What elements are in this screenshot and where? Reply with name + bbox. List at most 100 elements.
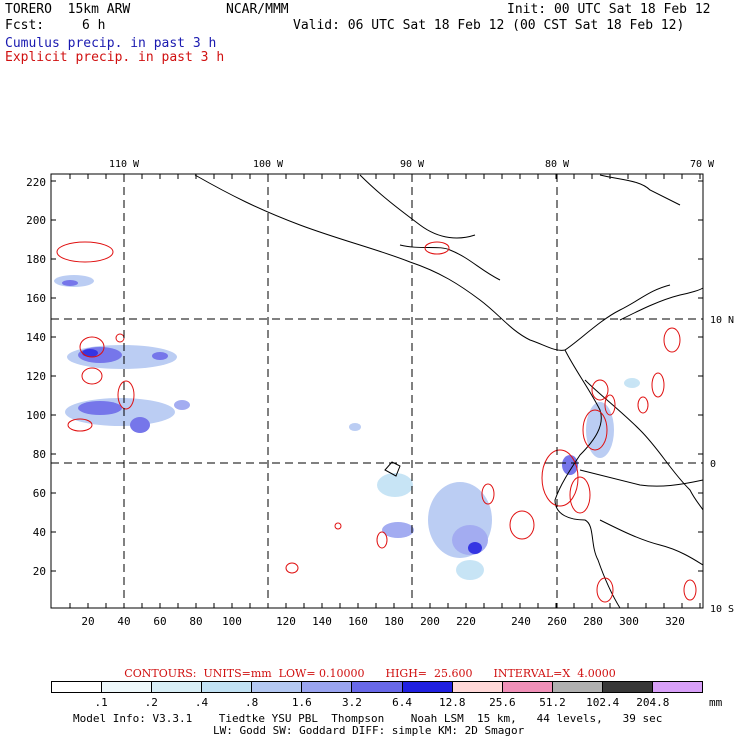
- x-axis-labels: 20 40 60 80 100 120 140 160 180 200 220 …: [81, 615, 685, 628]
- y-tick-label: 80: [33, 448, 46, 461]
- precip-contour: [376, 531, 388, 549]
- precip-contour: [509, 510, 535, 540]
- model-info-line-2: LW: Godd SW: Goddard DIFF: simple KM: 2D…: [213, 724, 525, 737]
- cumulus-area: [82, 349, 98, 357]
- coastline-caribbean: [599, 174, 681, 206]
- lon-label: 70 W: [690, 159, 715, 170]
- x-tick-label: 320: [665, 615, 685, 628]
- y-tick-label: 100: [26, 409, 46, 422]
- color-scale-label: 6.4: [392, 696, 412, 709]
- latitude-labels: 10 N 0 10 S: [710, 315, 734, 615]
- cumulus-precip-label: Cumulus precip. in past 3 h: [5, 36, 217, 51]
- cumulus-area: [382, 522, 414, 538]
- x-tick-label: 160: [348, 615, 368, 628]
- x-tick-label: 80: [189, 615, 202, 628]
- x-tick-label: 280: [583, 615, 603, 628]
- coastline-gulf: [359, 174, 476, 239]
- y-tick-label: 200: [26, 214, 46, 227]
- precip-contour: [582, 409, 608, 451]
- precip-contour: [591, 379, 609, 401]
- map-frame: [50, 173, 704, 609]
- coastline-panama: [564, 284, 671, 351]
- precip-contour: [117, 380, 135, 410]
- precip-contour: [481, 483, 495, 505]
- coastline-pacific: [194, 174, 566, 351]
- color-scale-swatch: [101, 682, 152, 692]
- cumulus-area: [377, 473, 413, 497]
- precip-contour: [604, 394, 616, 416]
- cumulus-area: [456, 560, 484, 580]
- y-tick-label: 120: [26, 370, 46, 383]
- model-title: TORERO 15km ARW: [5, 2, 131, 17]
- coastline-yucatan: [399, 244, 501, 281]
- lon-label: 80 W: [545, 159, 570, 170]
- color-scale-swatch: [551, 682, 602, 692]
- y-tick-label: 160: [26, 292, 46, 305]
- y-tick-label: 140: [26, 331, 46, 344]
- x-tick-label: 40: [117, 615, 130, 628]
- x-axis-ticks: [69, 174, 701, 608]
- precip-contour: [81, 367, 103, 385]
- color-scale-swatch: [651, 682, 703, 692]
- cumulus-area: [65, 398, 175, 426]
- cumulus-area: [174, 400, 190, 410]
- lat-label: 10 S: [710, 604, 734, 615]
- color-scale-label: .8: [244, 696, 259, 709]
- cumulus-area: [152, 352, 168, 360]
- precip-contour: [637, 396, 649, 414]
- x-tick-label: 260: [547, 615, 567, 628]
- coastline-south-america-west: [554, 349, 621, 609]
- color-scale-label: 3.2: [341, 696, 362, 709]
- color-scale-label: 51.2: [539, 696, 566, 709]
- color-scale-label: .2: [144, 696, 158, 709]
- cumulus-area: [130, 417, 150, 433]
- precip-contour: [541, 449, 579, 507]
- scale-unit: mm: [709, 696, 723, 709]
- color-scale-label: 12.8: [438, 696, 466, 709]
- lat-label: 10 N: [710, 315, 734, 326]
- color-scale-swatch: [501, 682, 552, 692]
- color-scale-swatch: [301, 682, 352, 692]
- color-scale-swatch: [601, 682, 652, 692]
- y-tick-label: 20: [33, 565, 46, 578]
- y-tick-label: 40: [33, 526, 46, 539]
- precip-contour: [663, 327, 681, 353]
- x-tick-label: 300: [619, 615, 639, 628]
- color-scale-label: 102.4: [586, 696, 620, 709]
- color-scale-swatch: [201, 682, 252, 692]
- model-info-line-1: Model Info: V3.3.1 Tiedtke YSU PBL Thomp…: [73, 712, 663, 725]
- coastline-south-america-north: [619, 287, 704, 321]
- precip-contour: [67, 418, 93, 432]
- precip-contour: [285, 562, 299, 574]
- lat-label: 0: [710, 459, 716, 470]
- precip-contour: [79, 336, 105, 358]
- cumulus-area: [78, 401, 122, 415]
- y-tick-label: 180: [26, 253, 46, 266]
- x-tick-label: 240: [511, 615, 531, 628]
- longitude-labels: 110 W 100 W 90 W 80 W 70 W: [109, 159, 715, 170]
- lon-label: 90 W: [400, 159, 425, 170]
- lat-lon-grid: [51, 174, 703, 608]
- contour-info: CONTOURS: UNITS=mm LOW= 0.10000 HIGH= 25…: [124, 667, 616, 680]
- color-scale-swatch: [351, 682, 402, 692]
- color-scale-label: 1.6: [291, 696, 312, 709]
- org-label: NCAR/MMM: [226, 2, 289, 17]
- explicit-precip-label: Explicit precip. in past 3 h: [5, 50, 225, 65]
- color-scale-swatch: [251, 682, 302, 692]
- x-tick-label: 60: [153, 615, 166, 628]
- color-scale-swatch: [151, 682, 202, 692]
- y-tick-label: 60: [33, 487, 46, 500]
- precip-contour: [115, 333, 125, 343]
- color-scale-label: .4: [194, 696, 209, 709]
- border-peru-brazil: [599, 519, 704, 566]
- x-tick-label: 200: [420, 615, 440, 628]
- precip-contour: [56, 241, 114, 263]
- precip-contour: [683, 579, 697, 601]
- cumulus-area: [586, 402, 614, 458]
- cumulus-area: [468, 542, 482, 554]
- forecast-hour: 6 h: [82, 18, 106, 33]
- explicit-precip-contours: [56, 241, 697, 603]
- border-ecuador-peru: [579, 469, 704, 487]
- x-tick-label: 140: [312, 615, 332, 628]
